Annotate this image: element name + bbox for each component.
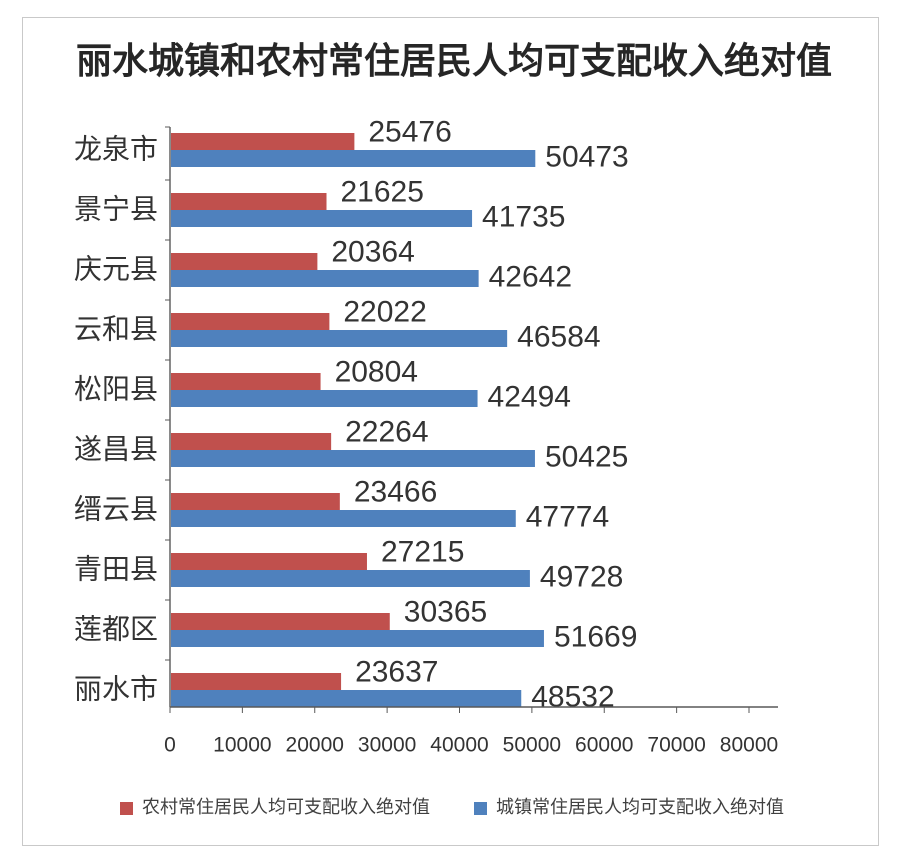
rural-income-data-label: 20804 xyxy=(335,356,418,389)
rural-income-data-label: 25476 xyxy=(368,116,451,149)
category-label: 庆元县 xyxy=(74,253,158,286)
x-tick-label: 40000 xyxy=(430,734,488,757)
category-label: 松阳县 xyxy=(74,373,158,406)
rural-income-bar xyxy=(171,253,318,270)
rural-income-data-label: 22022 xyxy=(343,296,426,329)
x-tick-label: 0 xyxy=(164,734,176,757)
legend-item-urban: 城镇常住居民人均可支配收入绝对值 xyxy=(474,796,784,820)
rural-income-data-label: 21625 xyxy=(341,176,424,209)
legend-item-rural: 农村常住居民人均可支配收入绝对值 xyxy=(120,796,430,820)
urban-income-bar xyxy=(171,390,478,407)
category-label: 景宁县 xyxy=(74,193,158,226)
urban-income-bar xyxy=(171,690,522,707)
rural-income-bar xyxy=(171,313,330,330)
category-label: 缙云县 xyxy=(74,493,158,526)
category-label: 丽水市 xyxy=(74,673,158,706)
category-label: 莲都区 xyxy=(74,613,158,646)
chart-title: 丽水城镇和农村常住居民人均可支配收入绝对值 xyxy=(76,41,833,82)
image-frame xyxy=(22,17,879,846)
rural-income-bar xyxy=(171,673,342,690)
rural-income-data-label: 30365 xyxy=(404,596,487,629)
rural-income-data-label: 22264 xyxy=(345,416,428,449)
x-tick-label: 20000 xyxy=(286,734,344,757)
urban-income-bar xyxy=(171,210,473,227)
x-tick-label: 50000 xyxy=(503,734,561,757)
rural-income-bar xyxy=(171,613,390,630)
rural-income-bar xyxy=(171,553,367,570)
urban-income-data-label: 46584 xyxy=(517,321,600,354)
rural-income-data-label: 20364 xyxy=(331,236,414,269)
urban-income-bar xyxy=(171,330,508,347)
urban-income-data-label: 50473 xyxy=(545,141,628,174)
rural-income-data-label: 23637 xyxy=(355,656,438,689)
urban-income-data-label: 51669 xyxy=(554,621,637,654)
rural-income-data-label: 23466 xyxy=(354,476,437,509)
urban-income-bar xyxy=(171,570,530,587)
x-tick-label: 60000 xyxy=(575,734,633,757)
x-tick-label: 80000 xyxy=(720,734,778,757)
urban-income-data-label: 41735 xyxy=(482,201,565,234)
x-tick-label: 70000 xyxy=(647,734,705,757)
category-label: 遂昌县 xyxy=(74,433,158,466)
urban-income-bar xyxy=(171,150,536,167)
urban-income-data-label: 47774 xyxy=(526,501,609,534)
urban-income-bar xyxy=(171,270,479,287)
rural-income-bar xyxy=(171,193,327,210)
urban-income-bar xyxy=(171,510,516,527)
legend: 农村常住居民人均可支配收入绝对值 城镇常住居民人均可支配收入绝对值 xyxy=(0,796,900,820)
category-label: 云和县 xyxy=(74,313,158,346)
urban-income-data-label: 42494 xyxy=(488,381,571,414)
category-label: 龙泉市 xyxy=(74,133,158,166)
urban-income-data-label: 48532 xyxy=(531,681,614,714)
urban-income-bar xyxy=(171,630,544,647)
rural-income-bar xyxy=(171,433,332,450)
rural-income-bar xyxy=(171,133,355,150)
urban-income-data-label: 50425 xyxy=(545,441,628,474)
x-tick-label: 10000 xyxy=(213,734,271,757)
legend-swatch-rural xyxy=(120,801,133,815)
rural-income-data-label: 27215 xyxy=(381,536,464,569)
category-label: 青田县 xyxy=(74,553,158,586)
rural-income-bar xyxy=(171,373,321,390)
urban-income-data-label: 49728 xyxy=(540,561,623,594)
x-tick-label: 30000 xyxy=(358,734,416,757)
urban-income-bar xyxy=(171,450,535,467)
rural-income-bar xyxy=(171,493,340,510)
urban-income-data-label: 42642 xyxy=(489,261,572,294)
legend-label-rural: 农村常住居民人均可支配收入绝对值 xyxy=(142,797,430,818)
legend-swatch-urban xyxy=(474,801,487,815)
legend-label-urban: 城镇常住居民人均可支配收入绝对值 xyxy=(496,797,784,818)
